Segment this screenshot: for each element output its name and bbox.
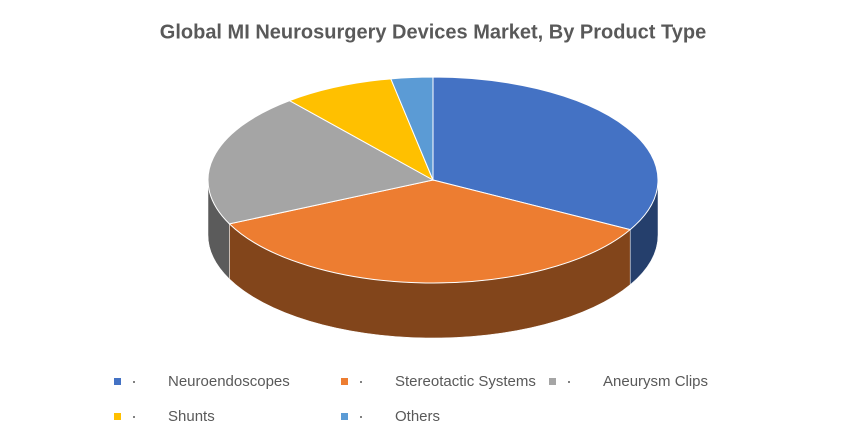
legend-label: Aneurysm Clips [603, 373, 708, 390]
slice [228, 179, 632, 284]
legend-label: Others [395, 408, 440, 425]
legend-dot [133, 381, 135, 383]
legend-swatch [549, 378, 556, 385]
slice [390, 76, 434, 181]
legend-swatch [114, 413, 121, 420]
legend-label: Neuroendoscopes [168, 373, 290, 390]
legend-swatch [341, 413, 348, 420]
slice [288, 78, 435, 182]
legend-label: Stereotactic Systems [395, 373, 536, 390]
legend-dot [360, 416, 362, 418]
slice [432, 76, 659, 231]
chart-title: Global MI Neurosurgery Devices Market, B… [160, 21, 706, 43]
legend-dot [133, 416, 135, 418]
legend-dot [568, 381, 570, 383]
slice [207, 100, 435, 225]
legend-dot [360, 381, 362, 383]
legend-swatch [341, 378, 348, 385]
legend-swatch [114, 378, 121, 385]
legend-label: Shunts [168, 408, 215, 425]
